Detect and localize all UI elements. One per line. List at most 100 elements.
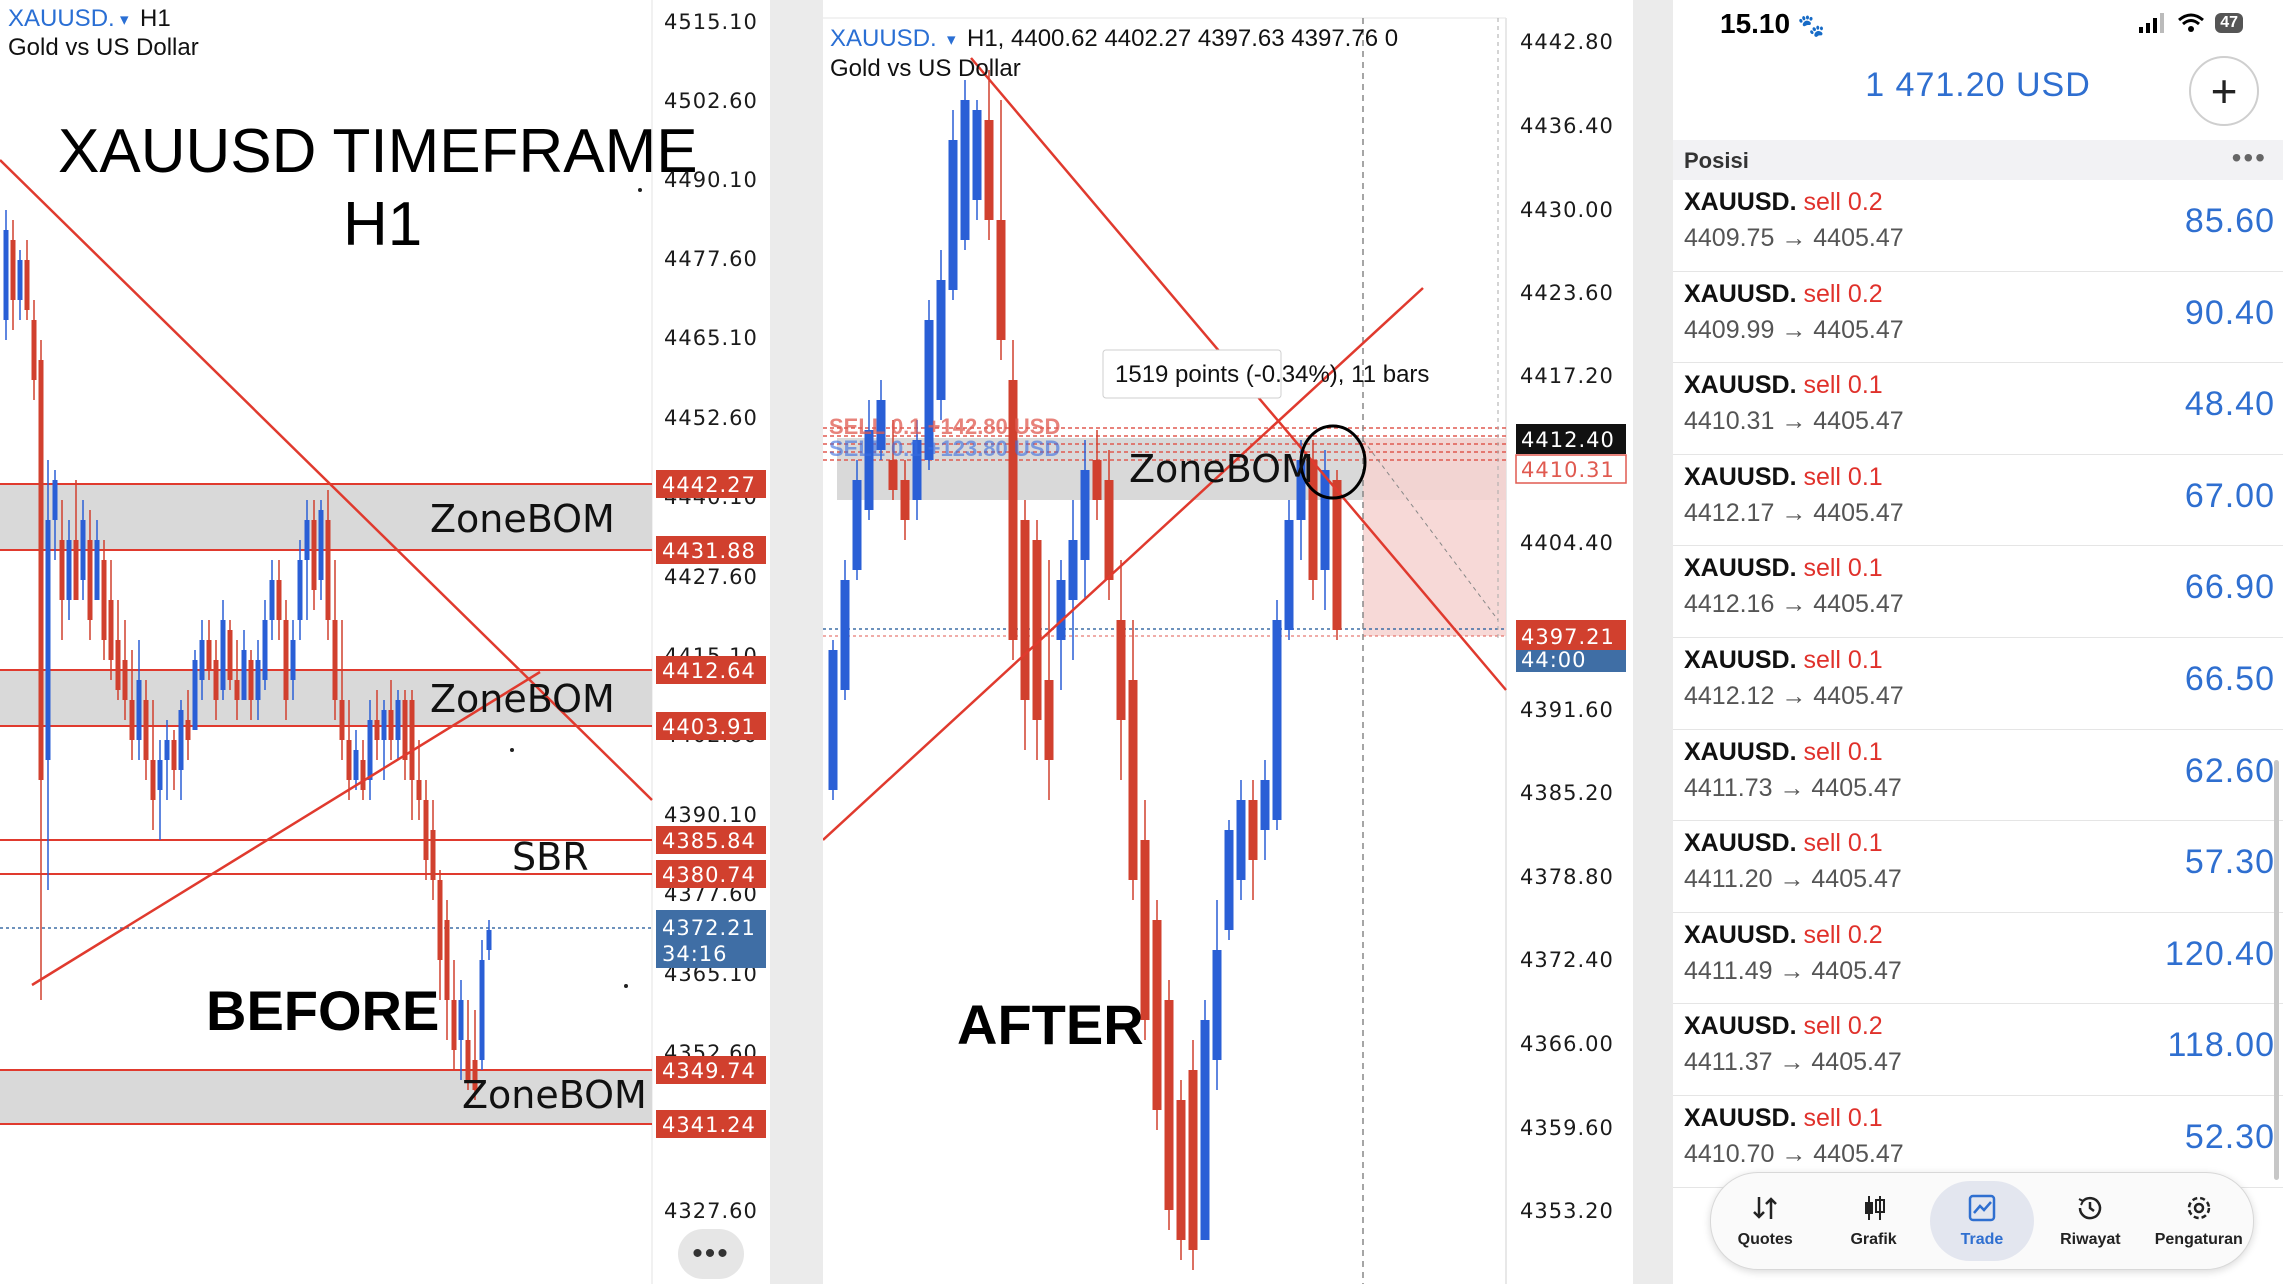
position-row[interactable]: XAUUSD. sell 0.1 4410.31 → 4405.47 48.40 [1673, 363, 2283, 455]
symbol-label[interactable]: XAUUSD. [8, 5, 115, 32]
price-tag-label: 4385.84 [662, 829, 756, 853]
candle-body [1260, 780, 1270, 830]
position-row[interactable]: XAUUSD. sell 0.2 4411.37 → 4405.47 118.00 [1673, 1004, 2283, 1096]
candle-body [1200, 1020, 1210, 1240]
tab-riwayat[interactable]: Riwayat [2038, 1181, 2142, 1261]
candle-body [213, 660, 219, 700]
position-profit: 66.90 [2184, 568, 2275, 607]
status-bar: 15.10 🐾 47 [1673, 0, 2283, 46]
candle-body [73, 540, 79, 600]
candle-body [1152, 920, 1162, 1110]
price-tag [656, 860, 766, 888]
candle-body [828, 650, 838, 790]
candle-body [1068, 540, 1078, 600]
before-chart[interactable]: XAUUSD. ▾ H1 Gold vs US Dollar XAUUSD TI… [0, 0, 770, 1284]
section-menu-icon[interactable]: ••• [2231, 142, 2267, 173]
position-row[interactable]: XAUUSD. sell 0.1 4412.17 → 4405.47 67.00 [1673, 455, 2283, 547]
position-symbol: XAUUSD. sell 0.1 [1684, 554, 1883, 583]
candle-body [996, 220, 1006, 340]
position-prices: 4412.12 → 4405.47 [1684, 681, 1904, 710]
axis-tick-label: 4427.60 [664, 565, 758, 589]
position-row[interactable]: XAUUSD. sell 0.1 4411.73 → 4405.47 62.60 [1673, 730, 2283, 822]
position-row[interactable]: XAUUSD. sell 0.2 4409.75 → 4405.47 85.60 [1673, 180, 2283, 272]
dropdown-icon[interactable]: ▾ [120, 10, 129, 29]
candle-body [192, 660, 198, 730]
position-symbol: XAUUSD. sell 0.2 [1684, 188, 1883, 216]
new-order-button[interactable]: + [2189, 56, 2259, 126]
candle-body [318, 510, 324, 580]
tab-trade[interactable]: Trade [1929, 1181, 2034, 1261]
more-options-button[interactable]: ••• [678, 1229, 744, 1279]
position-prices: 4410.70 → 4405.47 [1684, 1139, 1904, 1168]
after-chart-panel[interactable]: XAUUSD. ▾ H1, 4400.62 4402.27 4397.63 43… [823, 0, 1633, 1284]
candle-body [3, 230, 9, 320]
candle-body [1032, 540, 1042, 720]
candle-body [185, 720, 191, 740]
position-row[interactable]: XAUUSD. sell 0.1 4411.20 → 4405.47 57.30 [1673, 821, 2283, 913]
level-lines [0, 483, 652, 1125]
current-price-tag: 4372.21 34:16 [656, 910, 766, 968]
svg-text:4397.21: 4397.21 [1521, 625, 1615, 649]
candle-body [1320, 470, 1330, 570]
price-axis[interactable]: 4442.80 4436.40 4430.00 4423.60 4417.20 4404.… [1520, 30, 1614, 1223]
symbol-label[interactable]: XAUUSD. [830, 25, 937, 52]
position-symbol: XAUUSD. sell 0.1 [1684, 645, 1883, 674]
sell-order-label: SELL 0.1 +123.80 USD [829, 436, 1060, 461]
candle-body [360, 760, 366, 790]
measure-tooltip: 1519 points (-0.34%), 11 bars [1102, 349, 1429, 399]
candle-body [199, 640, 205, 680]
after-chart[interactable]: XAUUSD. ▾ H1, 4400.62 4402.27 4397.63 43… [823, 0, 1633, 1284]
candle-body [59, 540, 65, 600]
candle-body [241, 650, 247, 700]
candle-body [1272, 620, 1282, 820]
before-chart-panel[interactable]: XAUUSD. ▾ H1 Gold vs US Dollar XAUUSD TI… [0, 0, 770, 1284]
candle-body [486, 930, 492, 950]
candle-body [283, 620, 289, 700]
position-symbol: XAUUSD. sell 0.1 [1684, 1103, 1883, 1132]
candle-body [1332, 480, 1342, 630]
axis-tick-label: 4353.20 [1520, 1199, 1614, 1223]
position-prices: 4412.17 → 4405.47 [1684, 498, 1904, 527]
dropdown-icon[interactable]: ▾ [947, 30, 956, 49]
positions-list[interactable]: XAUUSD. sell 0.2 4409.75 → 4405.47 85.60 XA… [1673, 180, 2283, 1188]
candle-body [1224, 830, 1234, 930]
axis-tick-label: 4430.00 [1520, 198, 1614, 222]
candle-body [876, 400, 886, 450]
position-row[interactable]: XAUUSD. sell 0.2 4411.49 → 4405.47 120.40 [1673, 913, 2283, 1005]
candle-body [374, 720, 380, 740]
position-profit: 62.60 [2184, 751, 2275, 790]
candle-body [276, 580, 282, 620]
axis-tick-label: 4359.60 [1520, 1116, 1614, 1140]
tab-quotes[interactable]: Quotes [1713, 1181, 1817, 1261]
candle-body [409, 700, 415, 780]
candle-body [52, 480, 58, 520]
candle-body [458, 1000, 464, 1040]
position-prices: 4412.16 → 4405.47 [1684, 590, 1904, 619]
position-prices: 4411.73 → 4405.47 [1684, 773, 1902, 802]
position-prices: 4409.99 → 4405.47 [1684, 315, 1904, 344]
trade-chart-icon [1967, 1193, 1997, 1231]
axis-tick-label: 4465.10 [664, 326, 758, 350]
tab-pengaturan[interactable]: Pengaturan [2147, 1181, 2251, 1261]
position-row[interactable]: XAUUSD. sell 0.1 4412.12 → 4405.47 66.50 [1673, 638, 2283, 730]
position-row[interactable]: XAUUSD. sell 0.1 4410.70 → 4405.47 52.30 [1673, 1096, 2283, 1188]
position-side: sell 0.2 [1803, 1012, 1883, 1041]
candle-body [1080, 470, 1090, 560]
scrollbar[interactable] [2274, 760, 2279, 1180]
candle-body [430, 830, 436, 880]
position-row[interactable]: XAUUSD. sell 0.1 4412.16 → 4405.47 66.90 [1673, 546, 2283, 638]
position-row[interactable]: XAUUSD. sell 0.2 4409.99 → 4405.47 90.40 [1673, 272, 2283, 364]
position-symbol: XAUUSD. sell 0.1 [1684, 462, 1883, 491]
after-label: AFTER [957, 993, 1144, 1056]
tab-grafik[interactable]: Grafik [1822, 1181, 1926, 1261]
position-symbol: XAUUSD. sell 0.1 [1684, 737, 1883, 766]
position-profit: 66.50 [2184, 659, 2275, 698]
price-axis[interactable]: 4515.10 4502.60 4490.10 4477.60 4465.10 4452.… [664, 10, 758, 1223]
candle-body [852, 480, 862, 570]
candle-body [178, 710, 184, 770]
candle-body [353, 750, 359, 780]
price-tag-label: 4412.64 [662, 659, 756, 683]
axis-tick-label: 4452.60 [664, 406, 758, 430]
candle-body [864, 430, 874, 510]
candle-body [1176, 1100, 1186, 1240]
